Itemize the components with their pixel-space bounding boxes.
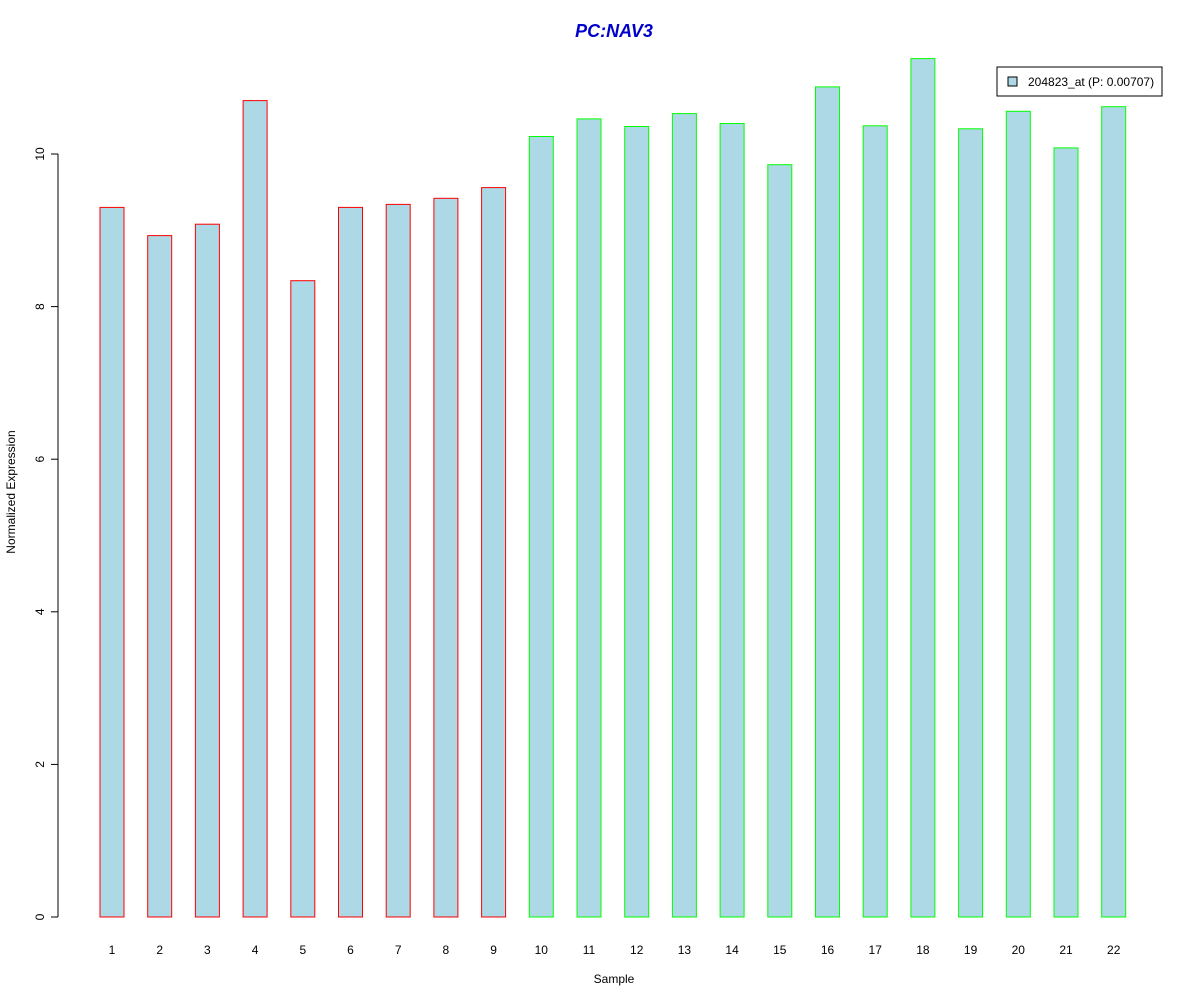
x-axis-tick-label: 8	[443, 943, 450, 957]
x-axis-tick-label: 14	[725, 943, 739, 957]
bar	[1101, 106, 1127, 918]
bar	[147, 235, 173, 918]
x-axis-label: Sample	[594, 972, 635, 986]
legend-entry-label: 204823_at (P: 0.00707)	[1028, 75, 1154, 89]
y-axis-tick-label: 0	[33, 913, 47, 920]
y-axis-tick-label: 4	[33, 608, 47, 615]
y-axis-tick-label: 2	[33, 761, 47, 768]
bar	[99, 206, 125, 918]
y-axis: 0 2 4 6 8 10	[33, 147, 59, 920]
bar	[1053, 147, 1079, 918]
legend-box	[996, 66, 1163, 97]
bar	[862, 125, 888, 918]
x-axis-tick-label: 20	[1012, 943, 1026, 957]
x-axis-tick-label: 16	[821, 943, 835, 957]
bar	[481, 187, 507, 918]
bar	[338, 206, 363, 918]
chart-title: PC:NAV3	[575, 21, 653, 41]
x-axis-tick-label: 6	[347, 943, 354, 957]
bar	[815, 86, 840, 918]
bar	[528, 136, 554, 918]
x-axis-tick-label: 22	[1107, 943, 1121, 957]
bar	[385, 203, 411, 918]
x-axis-tick-label: 17	[869, 943, 883, 957]
legend-swatch	[1007, 76, 1018, 87]
bar	[910, 58, 936, 918]
bar	[242, 100, 268, 918]
x-axis-tick-label: 11	[583, 943, 596, 957]
y-axis-tick-label: 6	[33, 456, 47, 463]
legend: 204823_at (P: 0.00707)	[996, 66, 1163, 97]
bar	[290, 280, 316, 918]
bar	[767, 164, 793, 918]
x-axis-tick-label: 4	[252, 943, 259, 957]
bar	[624, 126, 650, 918]
x-axis-tick-label: 1	[109, 943, 116, 957]
x-axis-tick-label: 21	[1059, 943, 1073, 957]
x-axis-tick-label: 7	[395, 943, 402, 957]
x-axis-tick-label: 18	[916, 943, 930, 957]
x-axis-tick-label: 13	[678, 943, 692, 957]
bars-group	[99, 58, 1127, 918]
x-axis-tick-label: 12	[630, 943, 644, 957]
x-axis-tick-label: 2	[156, 943, 163, 957]
y-axis-tick-label: 10	[33, 147, 47, 161]
x-axis-tick-labels: 1 2 3 4 5 6 7 8 9 10 11 12 13 14 15 16 17 18 19 20 21 22	[109, 943, 1121, 957]
x-axis-tick-label: 10	[535, 943, 549, 957]
bar	[958, 128, 984, 918]
x-axis-tick-label: 15	[773, 943, 787, 957]
x-axis-tick-label: 19	[964, 943, 978, 957]
y-axis-tick-label: 8	[33, 303, 47, 310]
x-axis-tick-label: 3	[204, 943, 211, 957]
bar	[1005, 110, 1031, 918]
bar	[194, 223, 220, 918]
bar	[576, 118, 602, 918]
bar	[671, 113, 697, 918]
x-axis-tick-label: 9	[490, 943, 497, 957]
bar	[719, 123, 745, 918]
bar	[433, 197, 459, 918]
x-axis-tick-label: 5	[299, 943, 306, 957]
y-axis-label: Normalized Expression	[4, 430, 18, 553]
